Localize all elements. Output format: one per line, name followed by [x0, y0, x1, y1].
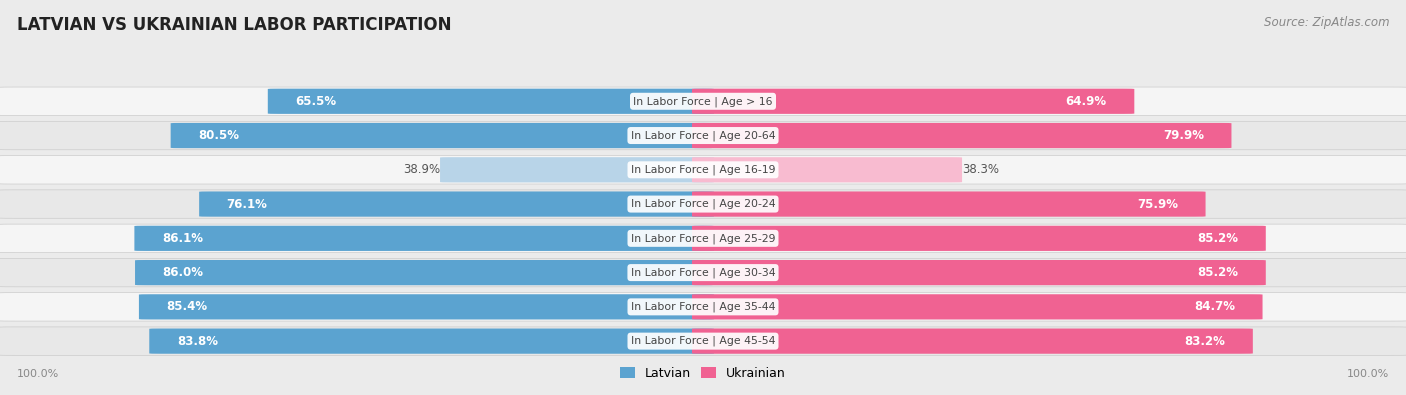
Text: 75.9%: 75.9% [1137, 198, 1178, 211]
Text: 100.0%: 100.0% [1347, 369, 1389, 379]
Text: Source: ZipAtlas.com: Source: ZipAtlas.com [1264, 16, 1389, 29]
FancyBboxPatch shape [170, 123, 714, 148]
Text: 64.9%: 64.9% [1066, 95, 1107, 108]
Text: LATVIAN VS UKRAINIAN LABOR PARTICIPATION: LATVIAN VS UKRAINIAN LABOR PARTICIPATION [17, 16, 451, 34]
Text: 65.5%: 65.5% [295, 95, 336, 108]
FancyBboxPatch shape [692, 260, 1265, 285]
Text: 83.8%: 83.8% [177, 335, 218, 348]
Text: 86.1%: 86.1% [162, 232, 202, 245]
FancyBboxPatch shape [692, 226, 1265, 251]
FancyBboxPatch shape [0, 156, 1406, 184]
FancyBboxPatch shape [0, 87, 1406, 115]
Text: 100.0%: 100.0% [17, 369, 59, 379]
FancyBboxPatch shape [692, 88, 1135, 114]
FancyBboxPatch shape [692, 123, 1232, 148]
FancyBboxPatch shape [149, 329, 714, 354]
Text: In Labor Force | Age 35-44: In Labor Force | Age 35-44 [631, 302, 775, 312]
Text: In Labor Force | Age 16-19: In Labor Force | Age 16-19 [631, 165, 775, 175]
FancyBboxPatch shape [267, 88, 714, 114]
Text: 83.2%: 83.2% [1184, 335, 1225, 348]
Text: 85.2%: 85.2% [1198, 232, 1239, 245]
FancyBboxPatch shape [0, 224, 1406, 252]
Text: In Labor Force | Age 45-54: In Labor Force | Age 45-54 [631, 336, 775, 346]
FancyBboxPatch shape [139, 294, 714, 320]
FancyBboxPatch shape [0, 293, 1406, 321]
Text: 38.9%: 38.9% [404, 163, 440, 176]
FancyBboxPatch shape [0, 258, 1406, 287]
FancyBboxPatch shape [135, 260, 714, 285]
Text: 85.4%: 85.4% [166, 300, 208, 313]
FancyBboxPatch shape [692, 192, 1205, 217]
Text: 38.3%: 38.3% [962, 163, 1000, 176]
Text: In Labor Force | Age 30-34: In Labor Force | Age 30-34 [631, 267, 775, 278]
Text: In Labor Force | Age > 16: In Labor Force | Age > 16 [633, 96, 773, 107]
Text: 80.5%: 80.5% [198, 129, 239, 142]
FancyBboxPatch shape [440, 157, 714, 182]
FancyBboxPatch shape [200, 192, 714, 217]
FancyBboxPatch shape [692, 329, 1253, 354]
FancyBboxPatch shape [0, 327, 1406, 356]
FancyBboxPatch shape [692, 294, 1263, 320]
Text: In Labor Force | Age 20-64: In Labor Force | Age 20-64 [631, 130, 775, 141]
Text: In Labor Force | Age 20-24: In Labor Force | Age 20-24 [631, 199, 775, 209]
FancyBboxPatch shape [0, 190, 1406, 218]
FancyBboxPatch shape [0, 121, 1406, 150]
FancyBboxPatch shape [135, 226, 714, 251]
Legend: Latvian, Ukrainian: Latvian, Ukrainian [614, 362, 792, 385]
Text: 76.1%: 76.1% [226, 198, 267, 211]
Text: 85.2%: 85.2% [1198, 266, 1239, 279]
Text: 79.9%: 79.9% [1163, 129, 1204, 142]
Text: 84.7%: 84.7% [1194, 300, 1234, 313]
Text: In Labor Force | Age 25-29: In Labor Force | Age 25-29 [631, 233, 775, 244]
Text: 86.0%: 86.0% [163, 266, 204, 279]
FancyBboxPatch shape [692, 157, 962, 182]
